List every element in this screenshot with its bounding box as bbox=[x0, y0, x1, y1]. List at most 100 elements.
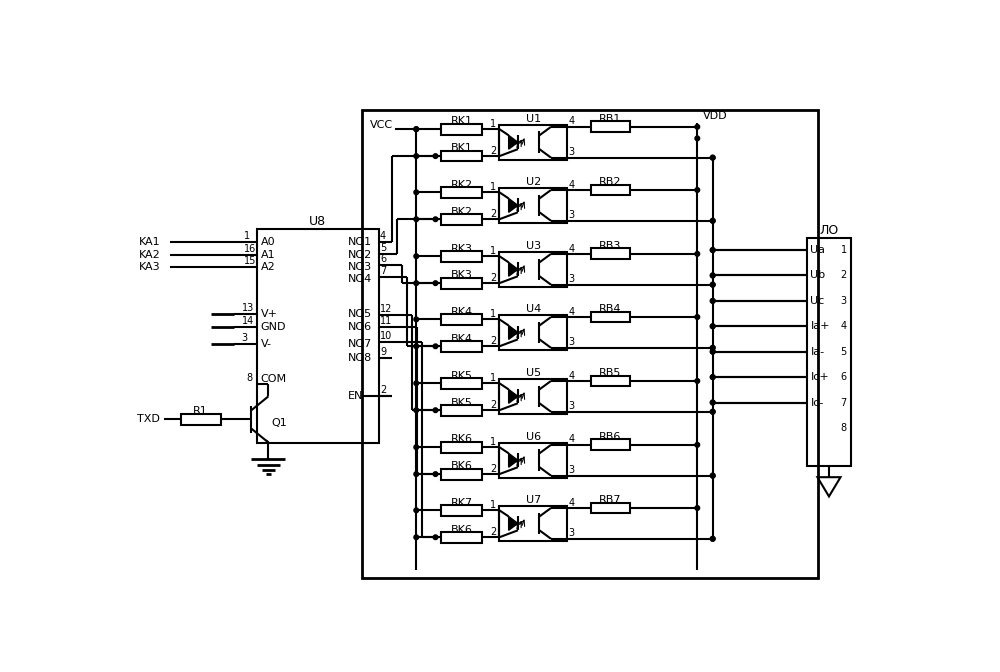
Circle shape bbox=[710, 248, 715, 253]
Circle shape bbox=[433, 344, 438, 349]
Text: Ia+: Ia+ bbox=[810, 321, 830, 331]
Bar bbox=[441, 124, 482, 134]
Text: V+: V+ bbox=[261, 309, 278, 319]
Text: 7: 7 bbox=[380, 266, 386, 276]
Bar bbox=[499, 125, 567, 160]
Circle shape bbox=[710, 273, 715, 278]
Text: 1: 1 bbox=[490, 309, 496, 319]
Circle shape bbox=[710, 375, 715, 380]
Bar bbox=[181, 414, 221, 425]
Text: RK2: RK2 bbox=[451, 179, 473, 190]
Text: 1: 1 bbox=[490, 500, 496, 510]
Text: 5: 5 bbox=[841, 347, 847, 357]
Text: 3: 3 bbox=[569, 210, 575, 220]
Text: 2: 2 bbox=[490, 336, 496, 346]
Text: A2: A2 bbox=[261, 262, 275, 272]
Text: 4: 4 bbox=[569, 435, 575, 444]
Bar bbox=[441, 405, 482, 415]
Bar bbox=[441, 151, 482, 161]
Text: 4: 4 bbox=[841, 321, 847, 331]
Polygon shape bbox=[509, 517, 518, 530]
Text: 13: 13 bbox=[241, 303, 254, 312]
Circle shape bbox=[710, 324, 715, 329]
Circle shape bbox=[710, 401, 715, 405]
Text: TXD: TXD bbox=[137, 415, 160, 425]
Text: 9: 9 bbox=[380, 347, 386, 357]
Circle shape bbox=[414, 281, 419, 286]
Circle shape bbox=[710, 473, 715, 478]
Text: 15: 15 bbox=[244, 256, 256, 266]
Text: RB1: RB1 bbox=[599, 114, 621, 124]
Text: NO5: NO5 bbox=[348, 309, 372, 319]
Circle shape bbox=[710, 324, 715, 329]
Text: NO4: NO4 bbox=[348, 274, 372, 284]
Text: RK7: RK7 bbox=[451, 497, 473, 507]
Text: EN: EN bbox=[348, 391, 363, 401]
Text: BK3: BK3 bbox=[451, 270, 473, 280]
Circle shape bbox=[710, 218, 715, 223]
Text: 5: 5 bbox=[380, 243, 386, 253]
Bar bbox=[591, 503, 630, 513]
Text: RK3: RK3 bbox=[451, 243, 473, 253]
Circle shape bbox=[414, 154, 419, 159]
Circle shape bbox=[433, 154, 438, 159]
Circle shape bbox=[433, 472, 438, 476]
Text: NO2: NO2 bbox=[348, 250, 372, 259]
Bar bbox=[441, 314, 482, 325]
Bar bbox=[441, 251, 482, 261]
Text: RK6: RK6 bbox=[451, 435, 473, 444]
Circle shape bbox=[414, 317, 419, 322]
Circle shape bbox=[710, 155, 715, 160]
Bar bbox=[499, 315, 567, 350]
Text: 1: 1 bbox=[490, 119, 496, 129]
Bar bbox=[591, 249, 630, 259]
Text: 10: 10 bbox=[380, 331, 392, 341]
Circle shape bbox=[710, 401, 715, 405]
Circle shape bbox=[710, 298, 715, 303]
Polygon shape bbox=[509, 454, 518, 467]
Text: U8: U8 bbox=[309, 215, 326, 228]
Text: BK6: BK6 bbox=[451, 525, 473, 534]
Text: 1: 1 bbox=[244, 231, 250, 241]
Text: 1: 1 bbox=[490, 246, 496, 256]
Text: 3: 3 bbox=[569, 274, 575, 284]
Text: KA3: KA3 bbox=[139, 262, 161, 272]
Circle shape bbox=[433, 281, 438, 286]
Text: 4: 4 bbox=[569, 243, 575, 253]
Text: U1: U1 bbox=[526, 114, 541, 124]
Bar bbox=[441, 532, 482, 543]
Text: GND: GND bbox=[261, 322, 286, 332]
Polygon shape bbox=[509, 135, 518, 149]
Text: RK1: RK1 bbox=[451, 116, 473, 126]
Text: U5: U5 bbox=[526, 368, 541, 378]
Polygon shape bbox=[509, 198, 518, 212]
Text: RB2: RB2 bbox=[599, 177, 622, 187]
Bar bbox=[499, 507, 567, 541]
Circle shape bbox=[414, 535, 419, 540]
Text: 11: 11 bbox=[380, 316, 392, 326]
Circle shape bbox=[414, 408, 419, 413]
Text: A1: A1 bbox=[261, 250, 275, 259]
Bar bbox=[499, 253, 567, 287]
Bar bbox=[591, 376, 630, 386]
Bar bbox=[362, 110, 818, 578]
Polygon shape bbox=[509, 389, 518, 403]
Circle shape bbox=[414, 254, 419, 259]
Text: BK2: BK2 bbox=[451, 206, 473, 216]
Text: 4: 4 bbox=[569, 116, 575, 126]
Text: RB5: RB5 bbox=[599, 368, 621, 378]
Text: 4: 4 bbox=[380, 231, 386, 241]
Text: RB7: RB7 bbox=[599, 495, 622, 505]
Text: RB3: RB3 bbox=[599, 241, 621, 251]
Circle shape bbox=[695, 251, 700, 256]
Circle shape bbox=[695, 136, 700, 140]
Text: NO3: NO3 bbox=[348, 262, 372, 272]
Bar bbox=[591, 122, 630, 132]
Text: BK6: BK6 bbox=[451, 462, 473, 472]
Text: V-: V- bbox=[261, 339, 272, 349]
Text: 1: 1 bbox=[841, 245, 847, 255]
Text: Ia-: Ia- bbox=[810, 347, 825, 357]
Text: 2: 2 bbox=[380, 385, 386, 395]
Text: 1: 1 bbox=[490, 373, 496, 383]
Text: 2: 2 bbox=[490, 273, 496, 283]
